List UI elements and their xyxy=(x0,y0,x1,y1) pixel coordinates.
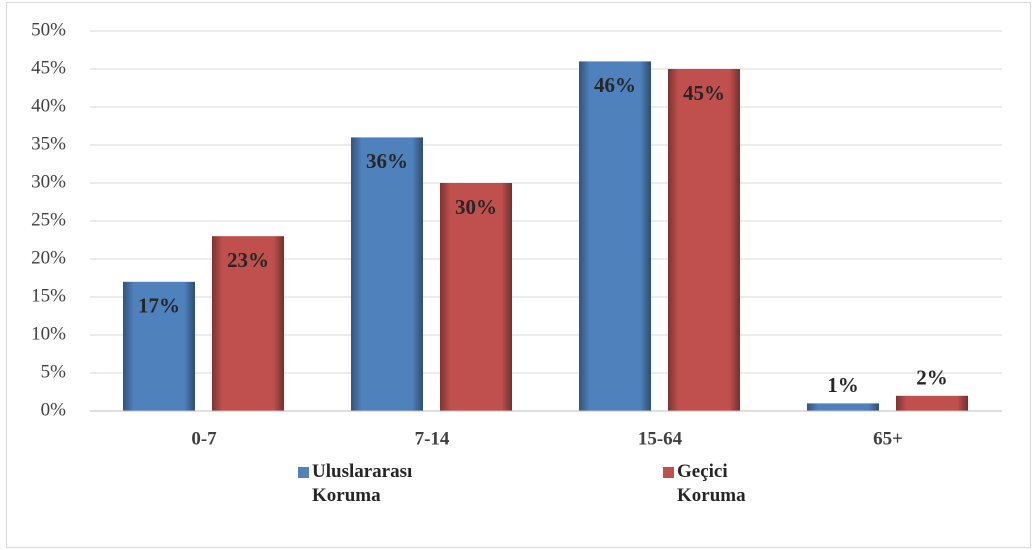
bar xyxy=(212,236,284,411)
data-label: 46% xyxy=(594,73,636,97)
bar xyxy=(807,403,879,411)
bar xyxy=(123,281,195,411)
x-tick-label: 15-64 xyxy=(638,428,683,449)
y-tick-label: 25% xyxy=(31,209,66,230)
y-tick-label: 10% xyxy=(31,323,66,344)
y-tick-label: 45% xyxy=(31,57,66,78)
legend-item: Geçici Koruma xyxy=(663,460,762,508)
y-tick-label: 50% xyxy=(31,19,66,40)
y-tick-label: 0% xyxy=(41,399,67,420)
x-tick-label: 65+ xyxy=(873,428,903,449)
data-label: 2% xyxy=(916,366,948,390)
data-label: 36% xyxy=(366,149,408,173)
data-label: 1% xyxy=(827,373,859,397)
data-label: 45% xyxy=(683,81,725,105)
legend-item: Uluslararası Koruma xyxy=(298,460,447,508)
bar xyxy=(896,395,968,411)
bar xyxy=(440,183,512,411)
bar xyxy=(579,61,651,412)
legend-swatch xyxy=(298,467,309,478)
x-tick-label: 7-14 xyxy=(415,428,450,449)
y-tick-label: 20% xyxy=(31,247,66,268)
chart-border xyxy=(6,2,1031,548)
legend-swatch xyxy=(663,467,674,478)
data-label: 17% xyxy=(138,294,180,318)
y-tick-label: 40% xyxy=(31,95,66,116)
y-tick-label: 35% xyxy=(31,133,66,154)
y-tick-label: 15% xyxy=(31,285,66,306)
data-label: 23% xyxy=(227,248,269,272)
x-tick-label: 0-7 xyxy=(191,428,217,449)
bar xyxy=(351,137,423,411)
y-tick-label: 5% xyxy=(41,361,67,382)
legend-label: Geçici Koruma xyxy=(677,461,746,506)
y-tick-label: 30% xyxy=(31,171,66,192)
bar xyxy=(668,69,740,411)
legend-label: Uluslararası Koruma xyxy=(312,461,413,506)
data-label: 30% xyxy=(455,195,497,219)
